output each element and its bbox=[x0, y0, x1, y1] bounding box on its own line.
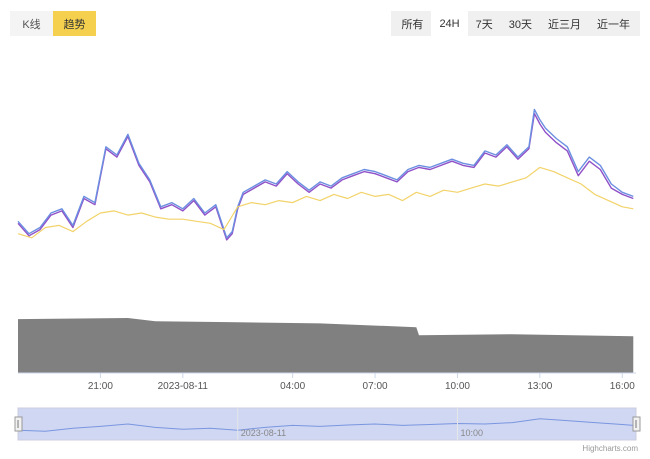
range-24h-button[interactable]: 24H bbox=[431, 11, 468, 36]
range-7d-button[interactable]: 7天 bbox=[475, 18, 493, 31]
trend-tab[interactable]: 趋势 bbox=[53, 11, 96, 36]
price-line-blue bbox=[17, 108, 634, 239]
view-toggle: K线 趋势 bbox=[10, 11, 96, 36]
navigator-tick-label: 10:00 bbox=[460, 428, 483, 438]
navigator-series-line bbox=[17, 418, 634, 432]
x-tick-label: 13:00 bbox=[527, 381, 552, 392]
x-tick-label: 21:00 bbox=[88, 381, 113, 392]
x-tick-label: 16:00 bbox=[610, 381, 635, 392]
volume-area bbox=[18, 318, 634, 373]
range-all-button[interactable]: 所有 bbox=[401, 18, 424, 31]
x-tick-label: 2023-08-11 bbox=[158, 381, 209, 392]
range-1y-button[interactable]: 近一年 bbox=[597, 18, 630, 31]
range-selector: 所有 24H 7天 30天 近三月 近一年 bbox=[391, 11, 640, 36]
navigator-window bbox=[17, 407, 637, 441]
range-30d-button[interactable]: 30天 bbox=[508, 18, 532, 31]
navigator-tick-label: 2023-08-11 bbox=[241, 428, 286, 438]
price-line-yellow bbox=[17, 166, 634, 239]
kline-tab[interactable]: K线 bbox=[22, 18, 41, 31]
x-tick-label: 10:00 bbox=[445, 381, 470, 392]
price-line-purple bbox=[17, 112, 634, 241]
highcharts-credits[interactable]: Highcharts.com bbox=[582, 444, 638, 453]
x-tick-label: 07:00 bbox=[363, 381, 388, 392]
x-tick-label: 04:00 bbox=[280, 381, 305, 392]
range-3m-button[interactable]: 近三月 bbox=[548, 18, 581, 31]
